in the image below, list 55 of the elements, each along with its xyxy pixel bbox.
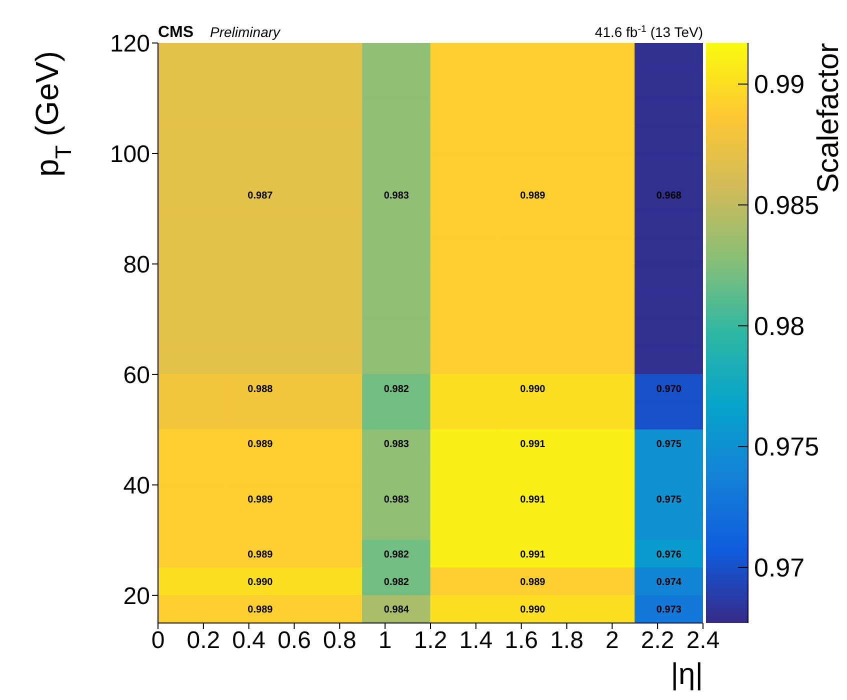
data-label: 0.983 bbox=[384, 190, 410, 202]
color-bar-label: 0.97 bbox=[754, 552, 805, 582]
y-tick-label: 20 bbox=[123, 582, 150, 610]
x-tick-label: 0.2 bbox=[186, 627, 220, 654]
text: 41.6 fb$^{-1}$ (13 TeV) bbox=[594, 24, 703, 40]
data-label: 0.989 bbox=[248, 494, 274, 506]
data-label: 0.987 bbox=[248, 190, 274, 202]
data-label: 0.974 bbox=[656, 577, 682, 588]
chart-title: CMS bbox=[158, 24, 194, 41]
data-label: 0.984 bbox=[384, 604, 410, 616]
x-tick-label: 1.4 bbox=[459, 627, 493, 654]
data-label: 0.991 bbox=[520, 439, 546, 450]
data-label: 0.975 bbox=[656, 494, 682, 506]
data-label: 0.989 bbox=[248, 439, 274, 450]
x-tick-label: 0.4 bbox=[232, 627, 266, 654]
data-label: 0.983 bbox=[384, 494, 410, 506]
data-label: 0.989 bbox=[520, 190, 546, 202]
data-label: 0.983 bbox=[384, 439, 410, 450]
y-tick-label: 60 bbox=[123, 362, 150, 389]
color-bar-label: 0.975 bbox=[754, 432, 820, 462]
x-tick-label: 2.2 bbox=[640, 627, 674, 654]
y-tick-label: 100 bbox=[110, 140, 150, 168]
x-tick-label: 1 bbox=[378, 627, 392, 654]
x-tick-label: 1.2 bbox=[414, 627, 448, 654]
data-label: 0.990 bbox=[520, 384, 546, 395]
y-tick-label: 120 bbox=[110, 30, 150, 58]
color-bar-label: 0.99 bbox=[754, 69, 805, 100]
x-tick-label: 1.6 bbox=[504, 627, 538, 654]
data-label: 0.990 bbox=[520, 604, 546, 616]
y-tick-label: 40 bbox=[123, 472, 150, 500]
data-label: 0.982 bbox=[384, 384, 410, 395]
color-bar-label: 0.98 bbox=[754, 310, 805, 341]
x-tick-label: 0.6 bbox=[278, 627, 311, 654]
data-label: 0.968 bbox=[656, 190, 682, 202]
x-tick-label: 0 bbox=[151, 627, 165, 654]
data-label: 0.990 bbox=[248, 577, 274, 588]
x-tick-label: 2.4 bbox=[686, 627, 720, 654]
data-label: 0.975 bbox=[656, 439, 682, 450]
data-label: 0.982 bbox=[384, 550, 410, 560]
data-label: 0.976 bbox=[656, 550, 682, 560]
data-label: 0.989 bbox=[248, 604, 274, 616]
data-label: 0.973 bbox=[656, 604, 682, 616]
x-tick-label: 2 bbox=[605, 627, 619, 654]
data-label: 0.989 bbox=[248, 550, 274, 560]
data-label: 0.989 bbox=[520, 577, 546, 588]
x-tick-label: 0.8 bbox=[322, 627, 356, 654]
data-label: 0.991 bbox=[520, 550, 546, 560]
data-label: 0.991 bbox=[520, 494, 546, 506]
y-tick-label: 80 bbox=[123, 251, 150, 278]
data-label: 0.970 bbox=[656, 384, 682, 395]
chart-subtitle: Preliminary bbox=[210, 24, 282, 40]
data-label: 0.982 bbox=[384, 577, 410, 588]
x-tick-label: 1.8 bbox=[550, 627, 584, 654]
data-label: 0.988 bbox=[248, 384, 274, 395]
x-axis-title: |η| bbox=[670, 658, 703, 691]
